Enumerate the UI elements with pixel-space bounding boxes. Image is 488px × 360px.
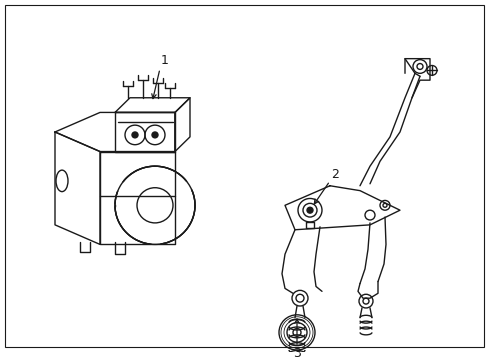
Circle shape xyxy=(152,132,158,138)
Text: 2: 2 xyxy=(330,167,338,180)
Circle shape xyxy=(306,207,312,213)
Circle shape xyxy=(132,132,138,138)
Text: 1: 1 xyxy=(161,54,168,67)
Text: 3: 3 xyxy=(292,347,300,360)
